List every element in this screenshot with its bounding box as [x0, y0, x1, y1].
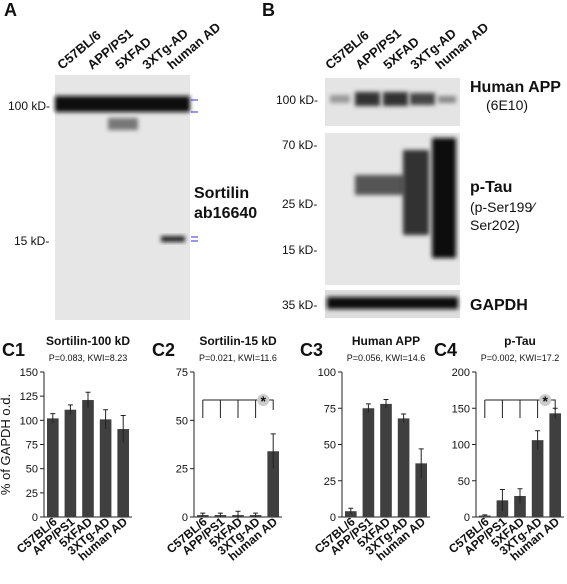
blot-a: [55, 75, 198, 320]
error-bar: [383, 399, 389, 409]
marker-label: 100 kD-: [8, 99, 50, 113]
y-tick-label: 25: [26, 488, 38, 500]
y-tick-label: 150: [452, 403, 470, 415]
y-tick-label: 0: [32, 512, 38, 524]
y-tick-label: 150: [20, 367, 38, 379]
y-tick-label: 75: [324, 403, 336, 415]
panel-label: B: [262, 0, 275, 20]
y-tick-label: 125: [20, 391, 38, 403]
chart-title: Sortilin-100 kD: [46, 334, 130, 348]
error-bar: [67, 404, 73, 415]
error-bar: [200, 512, 206, 517]
marker-label: 35 kD-: [282, 298, 317, 312]
panel-label: C4: [434, 340, 457, 360]
significance-label: *: [542, 393, 548, 409]
chart-title: p-Tau: [504, 334, 536, 348]
error-bar: [482, 514, 488, 517]
bar: [514, 495, 526, 517]
error-bar: [253, 512, 259, 517]
error-bar: [401, 413, 407, 423]
error-bar: [517, 488, 523, 504]
y-tick-label: 100: [452, 440, 470, 452]
y-axis-label: % of GAPDH o.d.: [0, 394, 13, 495]
blot-b: [325, 78, 460, 318]
marker-label: 25 kD-: [282, 197, 317, 211]
y-tick-label: 100: [20, 415, 38, 427]
significance-marker: [539, 394, 552, 406]
significance-bracket: [202, 399, 274, 418]
y-tick-label: 25: [324, 476, 336, 488]
bar: [267, 451, 280, 517]
panel-label: C3: [300, 340, 323, 360]
bar: [397, 418, 410, 517]
antibody-label: Sortilin: [194, 185, 249, 202]
antibody-label: p-Tau: [470, 179, 512, 196]
lane-labels: C57BL/6 APP/PS1 5XFAD 3XTg-AD human AD: [54, 19, 223, 72]
chart-title: Sortilin-15 kD: [199, 334, 277, 348]
bar: [117, 429, 130, 517]
chart-title: Human APP: [352, 334, 420, 348]
marker-label: 100 kD-: [276, 93, 318, 107]
error-bar: [120, 415, 126, 443]
chart-subtitle: P=0.021, KWI=11.6: [199, 353, 277, 363]
antibody-label: ab16640: [194, 205, 257, 222]
marker-label: 70 kD-: [282, 138, 317, 152]
panel-label: C1: [2, 340, 25, 360]
antibody-label: Ser202): [470, 217, 520, 233]
bar: [362, 408, 375, 517]
bar: [64, 409, 77, 517]
error-bar: [418, 448, 424, 478]
bar: [99, 419, 112, 517]
error-bar: [499, 488, 505, 512]
error-bar: [270, 433, 276, 469]
y-tick-label: 50: [458, 476, 470, 488]
marker-label: 15 kD-: [282, 243, 317, 257]
error-bar: [535, 430, 541, 450]
antibody-label: (p-Ser199⁄: [470, 199, 537, 215]
panel-label: A: [4, 0, 17, 20]
marker-label: 15 kD-: [14, 234, 49, 248]
bar: [415, 463, 428, 517]
antibody-label: Human APP: [470, 79, 561, 96]
y-tick-label: 25: [176, 464, 188, 476]
error-bar: [50, 413, 56, 424]
y-tick-label: 0: [464, 512, 470, 524]
error-bar: [348, 507, 354, 515]
y-tick-label: 50: [26, 464, 38, 476]
y-tick-label: 0: [182, 512, 188, 524]
bar: [549, 413, 562, 517]
y-tick-label: 75: [26, 440, 38, 452]
y-tick-label: 0: [330, 512, 336, 524]
significance-marker: [257, 394, 270, 406]
error-bar: [103, 409, 109, 430]
bar: [82, 400, 94, 517]
significance-label: *: [260, 393, 266, 409]
y-tick-label: 50: [176, 415, 188, 427]
error-bar: [85, 391, 91, 408]
bar: [380, 403, 392, 517]
lane-labels: C57BL/6 APP/PS1 5XFAD 3XTg-AD human AD: [322, 19, 491, 72]
error-bar: [217, 512, 223, 517]
y-tick-label: 100: [318, 367, 336, 379]
y-tick-label: 200: [452, 367, 470, 379]
chart-subtitle: P=0.002, KWI=17.2: [481, 353, 560, 363]
chart-subtitle: P=0.056, KWI=14.6: [347, 353, 426, 363]
y-tick-label: 50: [324, 440, 336, 452]
antibody-label: GAPDH: [470, 297, 528, 314]
error-bar: [365, 403, 371, 413]
antibody-label: (6E10): [486, 97, 528, 113]
error-bar: [235, 510, 241, 519]
chart-subtitle: P=0.083, KWI=8.23: [49, 353, 128, 363]
y-tick-label: 75: [176, 367, 188, 379]
panel-label: C2: [152, 340, 175, 360]
bar: [46, 418, 59, 517]
significance-bracket: [484, 399, 556, 418]
bar: [531, 440, 544, 517]
